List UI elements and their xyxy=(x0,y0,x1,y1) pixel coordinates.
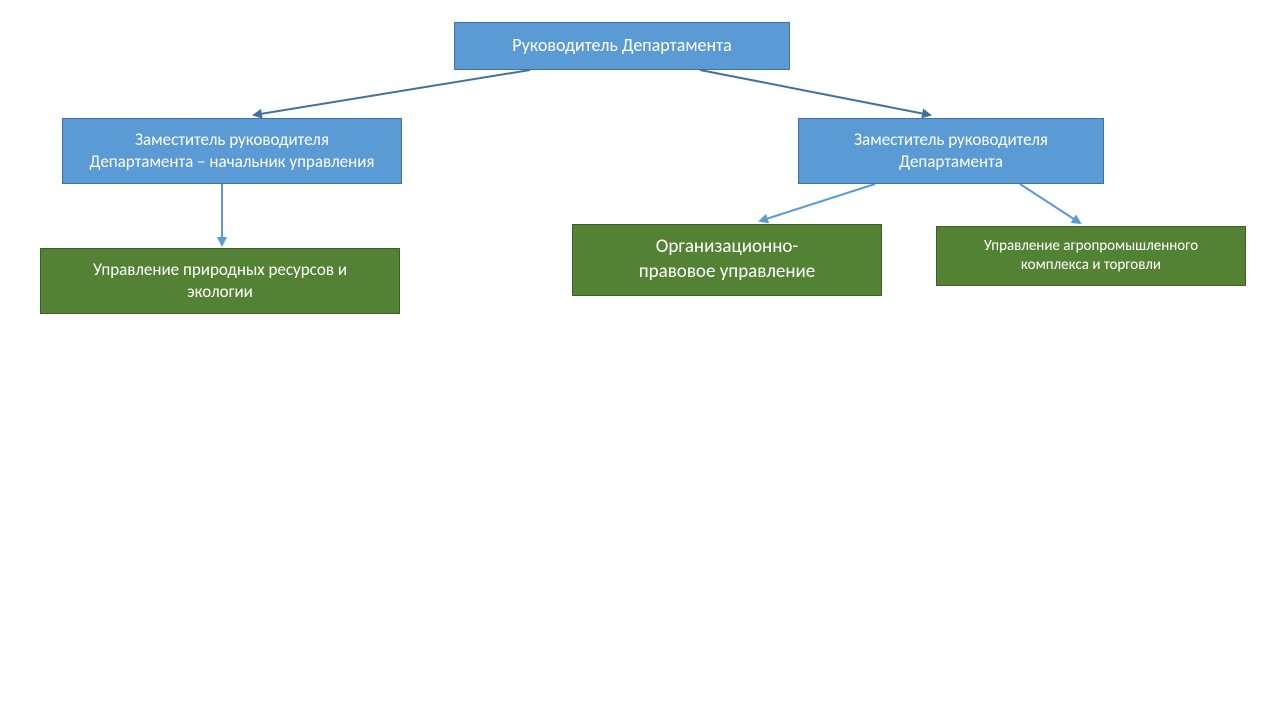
node-label: Заместитель руководителяДепартамента xyxy=(854,129,1048,173)
node-head: Руководитель Департамента xyxy=(454,22,790,70)
node-label: Управление природных ресурсов иэкологии xyxy=(93,259,347,303)
edge-deputy-right-to-dept-legal xyxy=(760,184,875,221)
node-label: Организационно-правовое управление xyxy=(639,235,816,284)
edge-head-to-deputy-right xyxy=(700,70,930,115)
edge-head-to-deputy-left xyxy=(254,70,530,115)
node-dept-agro: Управление агропромышленногокомплекса и … xyxy=(936,226,1246,286)
node-deputy-left: Заместитель руководителяДепартамента – н… xyxy=(62,118,402,184)
node-label: Руководитель Департамента xyxy=(512,34,731,57)
node-label: Заместитель руководителяДепартамента – н… xyxy=(90,129,375,173)
node-deputy-right: Заместитель руководителяДепартамента xyxy=(798,118,1104,184)
node-label: Управление агропромышленногокомплекса и … xyxy=(984,237,1198,276)
node-dept-ecology: Управление природных ресурсов иэкологии xyxy=(40,248,400,314)
node-dept-legal: Организационно-правовое управление xyxy=(572,224,882,296)
edge-deputy-right-to-dept-agro xyxy=(1020,184,1080,223)
connector-layer xyxy=(0,0,1280,720)
